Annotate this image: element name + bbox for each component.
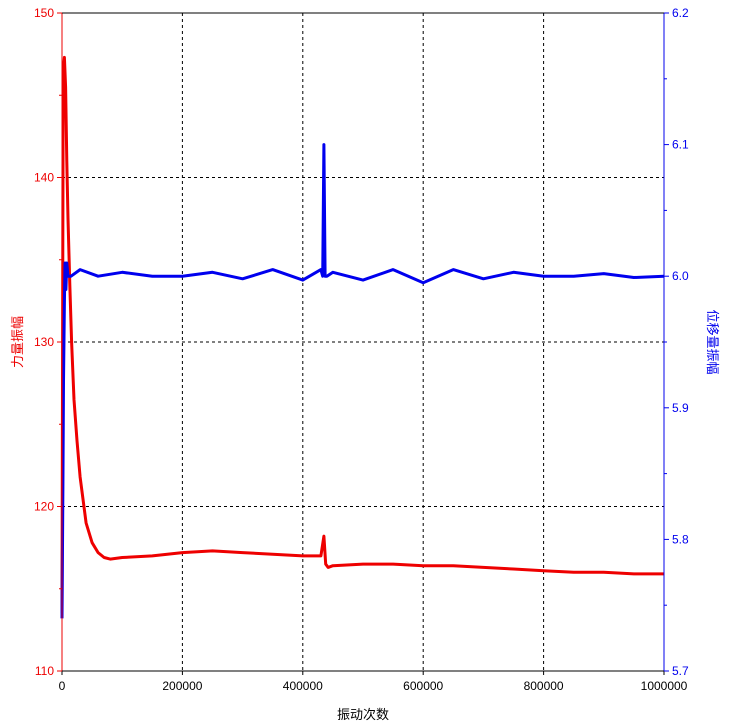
x-axis-title: 振动次数 [337, 707, 389, 723]
left-y-tick-label: 110 [35, 664, 54, 678]
x-axis-ticks: 0 200000 400000 600000 800000 1000000 [59, 671, 688, 693]
left-y-tick-label: 150 [34, 6, 54, 20]
left-y-axis-ticks: 110 120 130 140 150 [34, 6, 62, 678]
x-tick-label: 200000 [162, 679, 202, 693]
left-y-tick-label: 130 [34, 335, 54, 349]
right-y-tick-label: 6.0 [672, 269, 689, 283]
right-y-tick-label: 6.1 [672, 138, 689, 152]
left-y-tick-label: 140 [34, 171, 54, 185]
x-tick-label: 800000 [524, 679, 564, 693]
grid-lines [62, 13, 664, 671]
x-tick-label: 0 [59, 679, 66, 693]
force-amplitude-series-line [60, 55, 664, 614]
displacement-amplitude-series-line [60, 143, 665, 619]
x-tick-label: 600000 [403, 679, 443, 693]
right-y-tick-label: 5.7 [672, 664, 689, 678]
right-y-tick-label: 6.2 [672, 6, 689, 20]
left-y-axis-title: 力量振幅 [11, 316, 26, 368]
x-tick-label: 1000000 [641, 679, 688, 693]
right-y-axis-ticks: 5.7 5.8 5.9 6.0 6.1 6.2 [664, 6, 689, 678]
x-tick-label: 400000 [283, 679, 323, 693]
right-y-tick-label: 5.9 [672, 401, 689, 415]
right-y-tick-label: 5.8 [672, 532, 689, 546]
left-y-tick-label: 120 [34, 500, 54, 514]
right-y-axis-title: 位移量振幅 [704, 309, 719, 374]
series-layer [60, 55, 665, 619]
